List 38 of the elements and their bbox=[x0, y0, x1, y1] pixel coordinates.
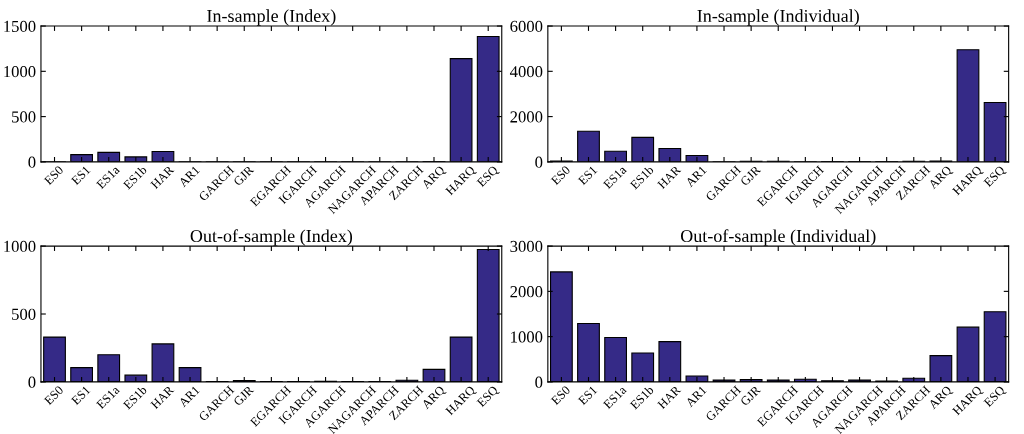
y-tick-label: 2000 bbox=[510, 111, 543, 123]
y-tick-label: 6000 bbox=[510, 20, 543, 32]
y-tick-label: 500 bbox=[12, 308, 36, 320]
y-tick-label: 4000 bbox=[509, 66, 543, 78]
chart-title: Out-of-sample (Individual) bbox=[680, 229, 876, 246]
y-tick-label: 0 bbox=[535, 156, 543, 168]
x-tick-label: ES1 bbox=[70, 385, 91, 406]
x-tick-label: ES1a bbox=[602, 385, 628, 410]
x-tick-label: AR1 bbox=[684, 165, 707, 188]
x-tick-label: ES1 bbox=[577, 385, 598, 406]
chart-title: Out-of-sample (Index) bbox=[190, 229, 353, 246]
x-tick-label: ESQ bbox=[476, 165, 500, 189]
x-tick-label: ES0 bbox=[550, 165, 571, 186]
y-tick-label: 0 bbox=[28, 376, 36, 388]
x-tick-label: ES1a bbox=[602, 165, 628, 190]
x-tick-label: AR1 bbox=[178, 385, 200, 408]
x-tick-label: ESQ bbox=[983, 165, 1007, 189]
y-tick-label: 0 bbox=[535, 376, 543, 388]
y-tick-label: 0 bbox=[28, 156, 36, 168]
x-tick-label: ES1 bbox=[70, 165, 91, 186]
x-tick-label: ES1 bbox=[577, 165, 598, 186]
y-tick-label: 500 bbox=[12, 111, 36, 123]
x-tick-label: ESQ bbox=[983, 385, 1007, 409]
x-tick-label: ESQ bbox=[476, 385, 500, 409]
chart-title: In-sample (Individual) bbox=[697, 9, 859, 26]
y-tick-label: 1000 bbox=[4, 66, 36, 78]
y-tick-label: 2000 bbox=[510, 286, 543, 298]
x-tick-label: ES0 bbox=[43, 385, 64, 406]
y-tick-label: 1000 bbox=[4, 240, 36, 253]
x-tick-label: AR1 bbox=[684, 385, 707, 408]
y-tick-label: 3000 bbox=[510, 240, 543, 253]
x-tick-label: AR1 bbox=[178, 165, 200, 188]
x-tick-label: ES1a bbox=[95, 385, 121, 410]
x-tick-label: ES0 bbox=[550, 385, 571, 406]
y-tick-label: 1000 bbox=[511, 331, 543, 343]
x-tick-label: ES0 bbox=[43, 165, 64, 186]
chart-title: In-sample (Index) bbox=[207, 9, 336, 26]
y-tick-label: 1500 bbox=[4, 20, 36, 32]
